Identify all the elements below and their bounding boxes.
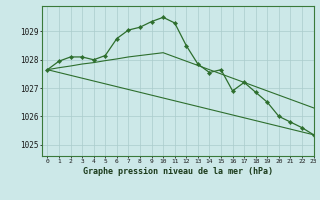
- X-axis label: Graphe pression niveau de la mer (hPa): Graphe pression niveau de la mer (hPa): [83, 167, 273, 176]
